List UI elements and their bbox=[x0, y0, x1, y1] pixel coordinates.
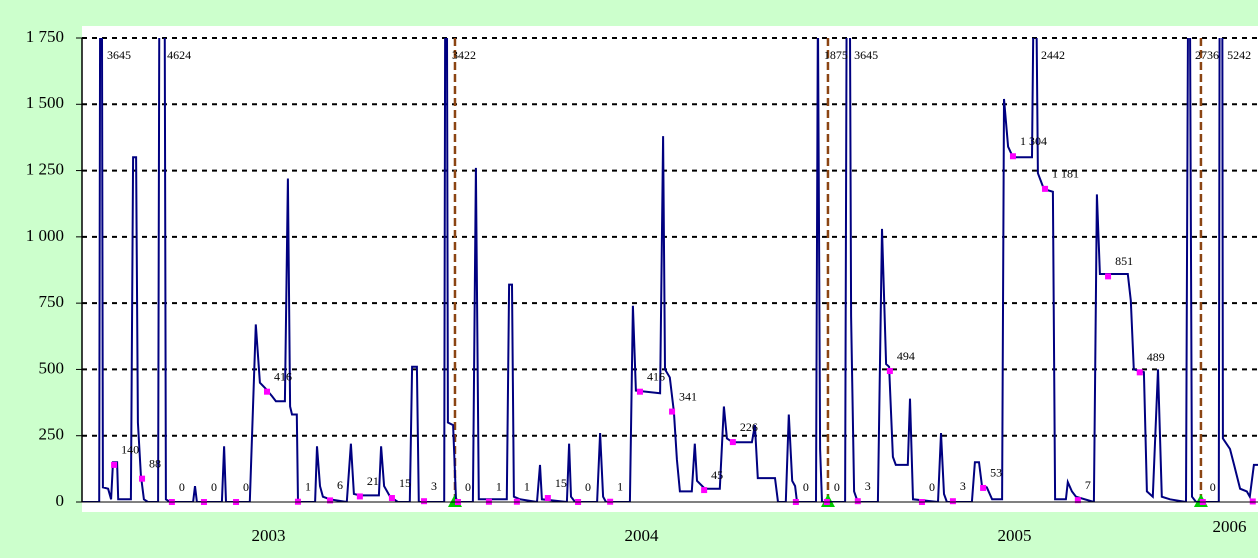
data-point bbox=[544, 495, 551, 502]
data-label: 21 bbox=[367, 474, 379, 488]
data-label: 1 304 bbox=[1020, 134, 1047, 148]
data-label: 0 bbox=[465, 480, 471, 494]
peak-label: 2736 bbox=[1195, 48, 1219, 62]
data-label: 1 bbox=[617, 479, 623, 493]
y-tick-label: 1 500 bbox=[26, 93, 64, 112]
y-tick-label: 750 bbox=[39, 292, 65, 311]
data-label: 88 bbox=[149, 456, 161, 470]
data-label: 6 bbox=[337, 478, 343, 492]
data-point bbox=[111, 461, 118, 468]
data-point bbox=[636, 388, 643, 395]
data-label: 0 bbox=[243, 480, 249, 494]
data-label: 494 bbox=[897, 349, 915, 363]
year-label: 2006 bbox=[1212, 517, 1246, 536]
data-point bbox=[1136, 369, 1143, 376]
data-label: 1 bbox=[305, 479, 311, 493]
data-point bbox=[327, 497, 334, 504]
y-tick-label: 1 250 bbox=[26, 159, 64, 178]
peak-label: 3422 bbox=[452, 48, 476, 62]
data-label: 53 bbox=[990, 466, 1002, 480]
data-point bbox=[701, 487, 708, 494]
data-point bbox=[854, 498, 861, 505]
y-tick-label: 500 bbox=[39, 358, 65, 377]
data-label: 1 bbox=[496, 479, 502, 493]
plot-area bbox=[82, 26, 1258, 512]
data-label: 416 bbox=[647, 369, 665, 383]
data-label: 0 bbox=[211, 480, 217, 494]
data-label: 0 bbox=[803, 480, 809, 494]
data-label: 3 bbox=[960, 479, 966, 493]
peak-label: 3645 bbox=[854, 48, 878, 62]
year-label: 2003 bbox=[251, 526, 285, 545]
data-point bbox=[1042, 185, 1049, 192]
data-point bbox=[356, 493, 363, 500]
data-label: 3 bbox=[865, 479, 871, 493]
data-point bbox=[1074, 497, 1081, 504]
data-label: 1 181 bbox=[1052, 167, 1079, 181]
peak-label: 4624 bbox=[167, 48, 191, 62]
data-point bbox=[729, 439, 736, 446]
year-label: 2004 bbox=[624, 526, 659, 545]
data-label: 489 bbox=[1147, 350, 1165, 364]
y-tick-label: 250 bbox=[39, 425, 65, 444]
peak-label: 2442 bbox=[1041, 48, 1065, 62]
data-label: 15 bbox=[399, 476, 411, 490]
data-label: 3 bbox=[431, 479, 437, 493]
data-label: 226 bbox=[740, 420, 758, 434]
data-point bbox=[980, 484, 987, 491]
data-label: 0 bbox=[1210, 480, 1216, 494]
data-label: 0 bbox=[585, 480, 591, 494]
data-point bbox=[886, 368, 893, 375]
data-point bbox=[1009, 153, 1016, 160]
data-label: 341 bbox=[679, 389, 697, 403]
data-point bbox=[1105, 273, 1112, 280]
data-point bbox=[139, 475, 146, 482]
y-tick-label: 1 000 bbox=[26, 226, 64, 245]
data-label: 851 bbox=[1115, 254, 1133, 268]
data-label: 140 bbox=[121, 443, 139, 457]
data-point bbox=[421, 498, 428, 505]
y-tick-label: 1 750 bbox=[26, 27, 64, 46]
data-point bbox=[263, 388, 270, 395]
peak-label: 3645 bbox=[107, 48, 131, 62]
data-point bbox=[669, 408, 676, 415]
peak-label: 1875 bbox=[824, 48, 848, 62]
data-point bbox=[1249, 498, 1256, 505]
peak-label: 5242 bbox=[1227, 48, 1251, 62]
data-label: 0 bbox=[834, 480, 840, 494]
data-label: 0 bbox=[179, 480, 185, 494]
data-label: 0 bbox=[929, 480, 935, 494]
data-point bbox=[949, 498, 956, 505]
data-point bbox=[388, 495, 395, 502]
y-tick-label: 0 bbox=[56, 491, 65, 510]
data-label: 1 bbox=[524, 479, 530, 493]
data-line bbox=[82, 38, 1258, 502]
data-label: 416 bbox=[274, 369, 292, 383]
year-label: 2005 bbox=[997, 526, 1031, 545]
data-label: 7 bbox=[1085, 478, 1091, 492]
data-label: 15 bbox=[555, 476, 567, 490]
data-label: 45 bbox=[711, 468, 723, 482]
